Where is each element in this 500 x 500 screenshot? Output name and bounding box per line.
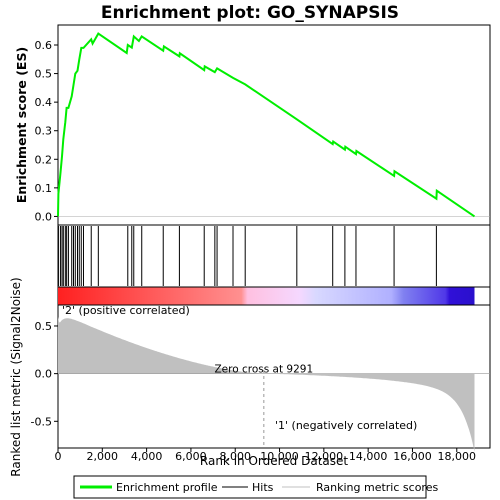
es-y-tick-label: 0.3 [35,125,53,138]
hits-panel-frame [57,224,491,288]
x-tick-label: 14,000 [349,450,388,463]
legend-enrichment-label: Enrichment profile [116,481,218,494]
legend-hits-label: Hits [252,481,274,494]
metric-y-tick-label: 0.0 [35,368,53,381]
legend: Enrichment profile Hits Ranking metric s… [73,475,438,499]
ranking-heat-bar [58,287,475,305]
ranking-metric-area [58,316,475,452]
x-tick-label: 16,000 [393,450,432,463]
x-tick-label: 2,000 [87,450,119,463]
x-tick-label: 0 [55,450,62,463]
es-panel-frame [57,24,491,226]
x-tick-label: 6,000 [175,450,207,463]
enrichment-profile-line [57,32,476,218]
negative-label: '1' (negatively correlated) [275,419,417,432]
x-tick-label: 8,000 [219,450,251,463]
es-panel: 0.0 0.1 0.2 0.3 0.4 0.5 0.6 Enrichment score (… [14,24,491,226]
es-y-tick-label: 0.0 [35,210,53,223]
x-tick-label: 4,000 [131,450,163,463]
metric-y-tick-label: 0.5 [35,320,53,333]
x-tick-label: 10,000 [260,450,299,463]
x-axis-label: Rank in Ordered Dataset [200,454,348,468]
es-y-axis: 0.0 0.1 0.2 0.3 0.4 0.5 0.6 [35,39,58,223]
metric-y-tick-label: -0.5 [31,415,52,428]
metric-y-axis-label: Ranked list metric (Signal2Noise) [9,277,23,476]
legend-box [73,475,427,499]
x-tick-label: 12,000 [305,450,344,463]
es-y-tick-label: 0.4 [35,96,53,109]
hit-markers [57,226,437,286]
metric-panel-frame [57,304,491,449]
chart-title: Enrichment plot: GO_SYNAPSIS [101,3,399,23]
x-axis: 0 2,000 4,000 6,000 8,000 10,000 12,000 14,000 1… [55,448,477,463]
es-y-axis-label: Enrichment score (ES) [14,47,29,203]
x-tick-label: 18,000 [438,450,477,463]
hits-panel [57,224,491,288]
legend-metric-label: Ranking metric scores [316,481,438,494]
es-y-tick-label: 0.1 [35,182,53,195]
es-y-tick-label: 0.2 [35,153,53,166]
metric-panel: 0.5 0.0 -0.5 Zero cross at 9291 '2' (posit… [9,277,491,477]
es-y-tick-label: 0.5 [35,68,53,81]
metric-y-axis: 0.5 0.0 -0.5 [31,320,58,428]
heat-panel [57,286,491,306]
es-y-tick-label: 0.6 [35,39,53,52]
zero-cross-label: Zero cross at 9291 [214,364,313,376]
positive-label: '2' (positive correlated) [62,304,190,317]
